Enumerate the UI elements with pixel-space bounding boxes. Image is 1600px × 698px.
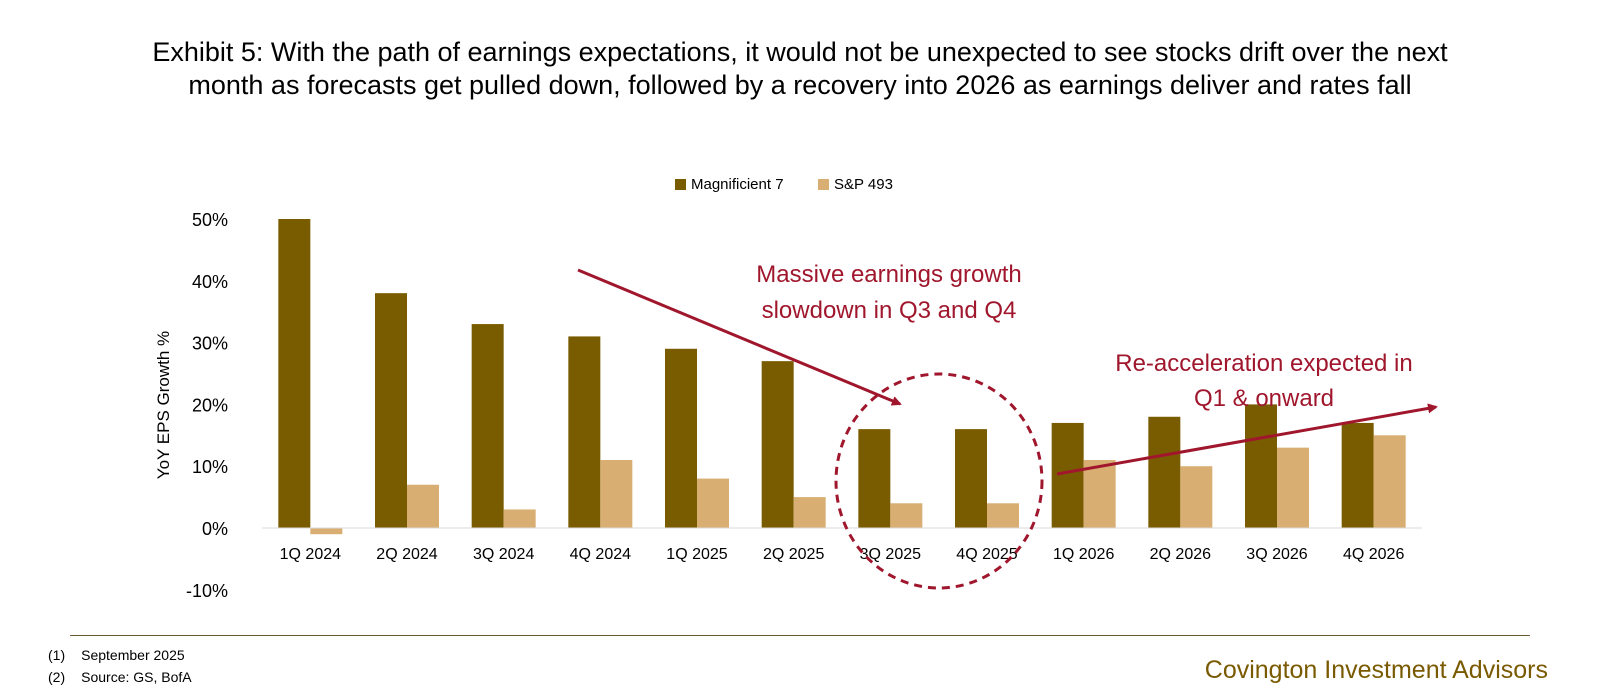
bar-sp-493 [793,497,826,528]
bar-magnificent-7 [858,429,891,528]
legend-swatch [818,179,829,190]
footnotes: (1) September 2025 (2) Source: GS, BofA [48,644,192,688]
y-tick-label: -10% [186,581,228,601]
x-tick-label: 1Q 2026 [1053,546,1114,563]
brand-name: Covington Investment Advisors [1204,656,1548,684]
bar-sp-493 [407,484,439,528]
bar-sp-493 [1373,435,1406,528]
footnote-1: (1) September 2025 [48,644,192,666]
bar-sp-493 [1277,447,1309,528]
legend-label: Magnificient 7 [691,176,784,193]
annotations: Massive earnings growth slowdown in Q3 an… [577,261,1438,590]
bar-sp-493 [503,509,536,528]
footer-divider [70,635,1530,636]
x-tick-label: 4Q 2026 [1343,546,1404,563]
bar-magnificent-7 [471,324,504,528]
bar-sp-493 [310,528,343,535]
bar-magnificent-7 [1051,422,1084,528]
bar-magnificent-7 [665,348,697,528]
bar-sp-493 [697,478,729,528]
bar-magnificent-7 [1341,422,1374,528]
annotation-slowdown-arrow [577,268,902,406]
footnote-2: (2) Source: GS, BofA [48,666,192,688]
legend-swatch [675,179,686,190]
annotation-slowdown-text: Massive earnings growth [756,261,1021,288]
bar-sp-493 [890,503,923,528]
footnote-2-text: Source: GS, BofA [81,669,192,685]
x-tick-label: 3Q 2025 [860,546,921,563]
x-tick-label: 2Q 2024 [376,546,437,563]
bar-magnificent-7 [1148,416,1181,528]
bar-magnificent-7 [278,219,311,528]
y-tick-label: 0% [202,519,228,539]
bar-magnificent-7 [568,336,601,528]
y-axis-title: YoY EPS Growth % [154,331,173,479]
x-tick-label: 2Q 2025 [763,546,824,563]
legend: Magnificient 7 S&P 493 [675,176,893,193]
footnote-1-number: (1) [48,647,66,663]
x-tick-label: 1Q 2025 [666,546,727,563]
annotation-q3-q4-circle [834,372,1044,590]
x-tick-label: 2Q 2026 [1150,546,1211,563]
x-axis: 1Q 2024 2Q 2024 3Q 2024 4Q 2024 1Q 2025 2Q 20… [262,527,1422,563]
bar-magnificent-7 [1245,404,1277,528]
annotation-slowdown-text: slowdown in Q3 and Q4 [762,297,1017,324]
bar-sp-493 [1083,460,1116,528]
y-tick-label: 30% [192,334,228,354]
y-tick-label: 40% [192,272,228,292]
bar-sp-493 [600,460,633,528]
y-tick-label: 50% [192,210,228,230]
bar-magnificent-7 [375,293,407,528]
footnote-2-number: (2) [48,669,66,685]
bar-sp-493 [987,503,1019,528]
annotation-reacceleration-arrow [1056,403,1438,476]
annotation-reacceleration-text: Re-acceleration expected in [1115,350,1413,377]
x-tick-label: 4Q 2024 [570,546,631,563]
y-axis: 50% 40% 30% 20% 10% 0% -10% YoY EPS Growth % [154,210,228,601]
y-tick-label: 20% [192,395,228,415]
x-tick-label: 4Q 2025 [956,546,1017,563]
chart-title: Exhibit 5: With the path of earnings exp… [152,37,1448,100]
annotation-reacceleration-text: Q1 & onward [1194,385,1334,412]
x-tick-label: 3Q 2026 [1246,546,1307,563]
bars [278,219,1406,535]
legend-label: S&P 493 [834,176,893,193]
bar-sp-493 [1180,466,1213,528]
bar-magnificent-7 [761,361,794,528]
footnote-1-text: September 2025 [81,647,185,663]
x-tick-label: 3Q 2024 [473,546,534,563]
y-tick-label: 10% [192,457,228,477]
bar-magnificent-7 [955,429,987,528]
x-tick-label: 1Q 2024 [280,546,341,563]
